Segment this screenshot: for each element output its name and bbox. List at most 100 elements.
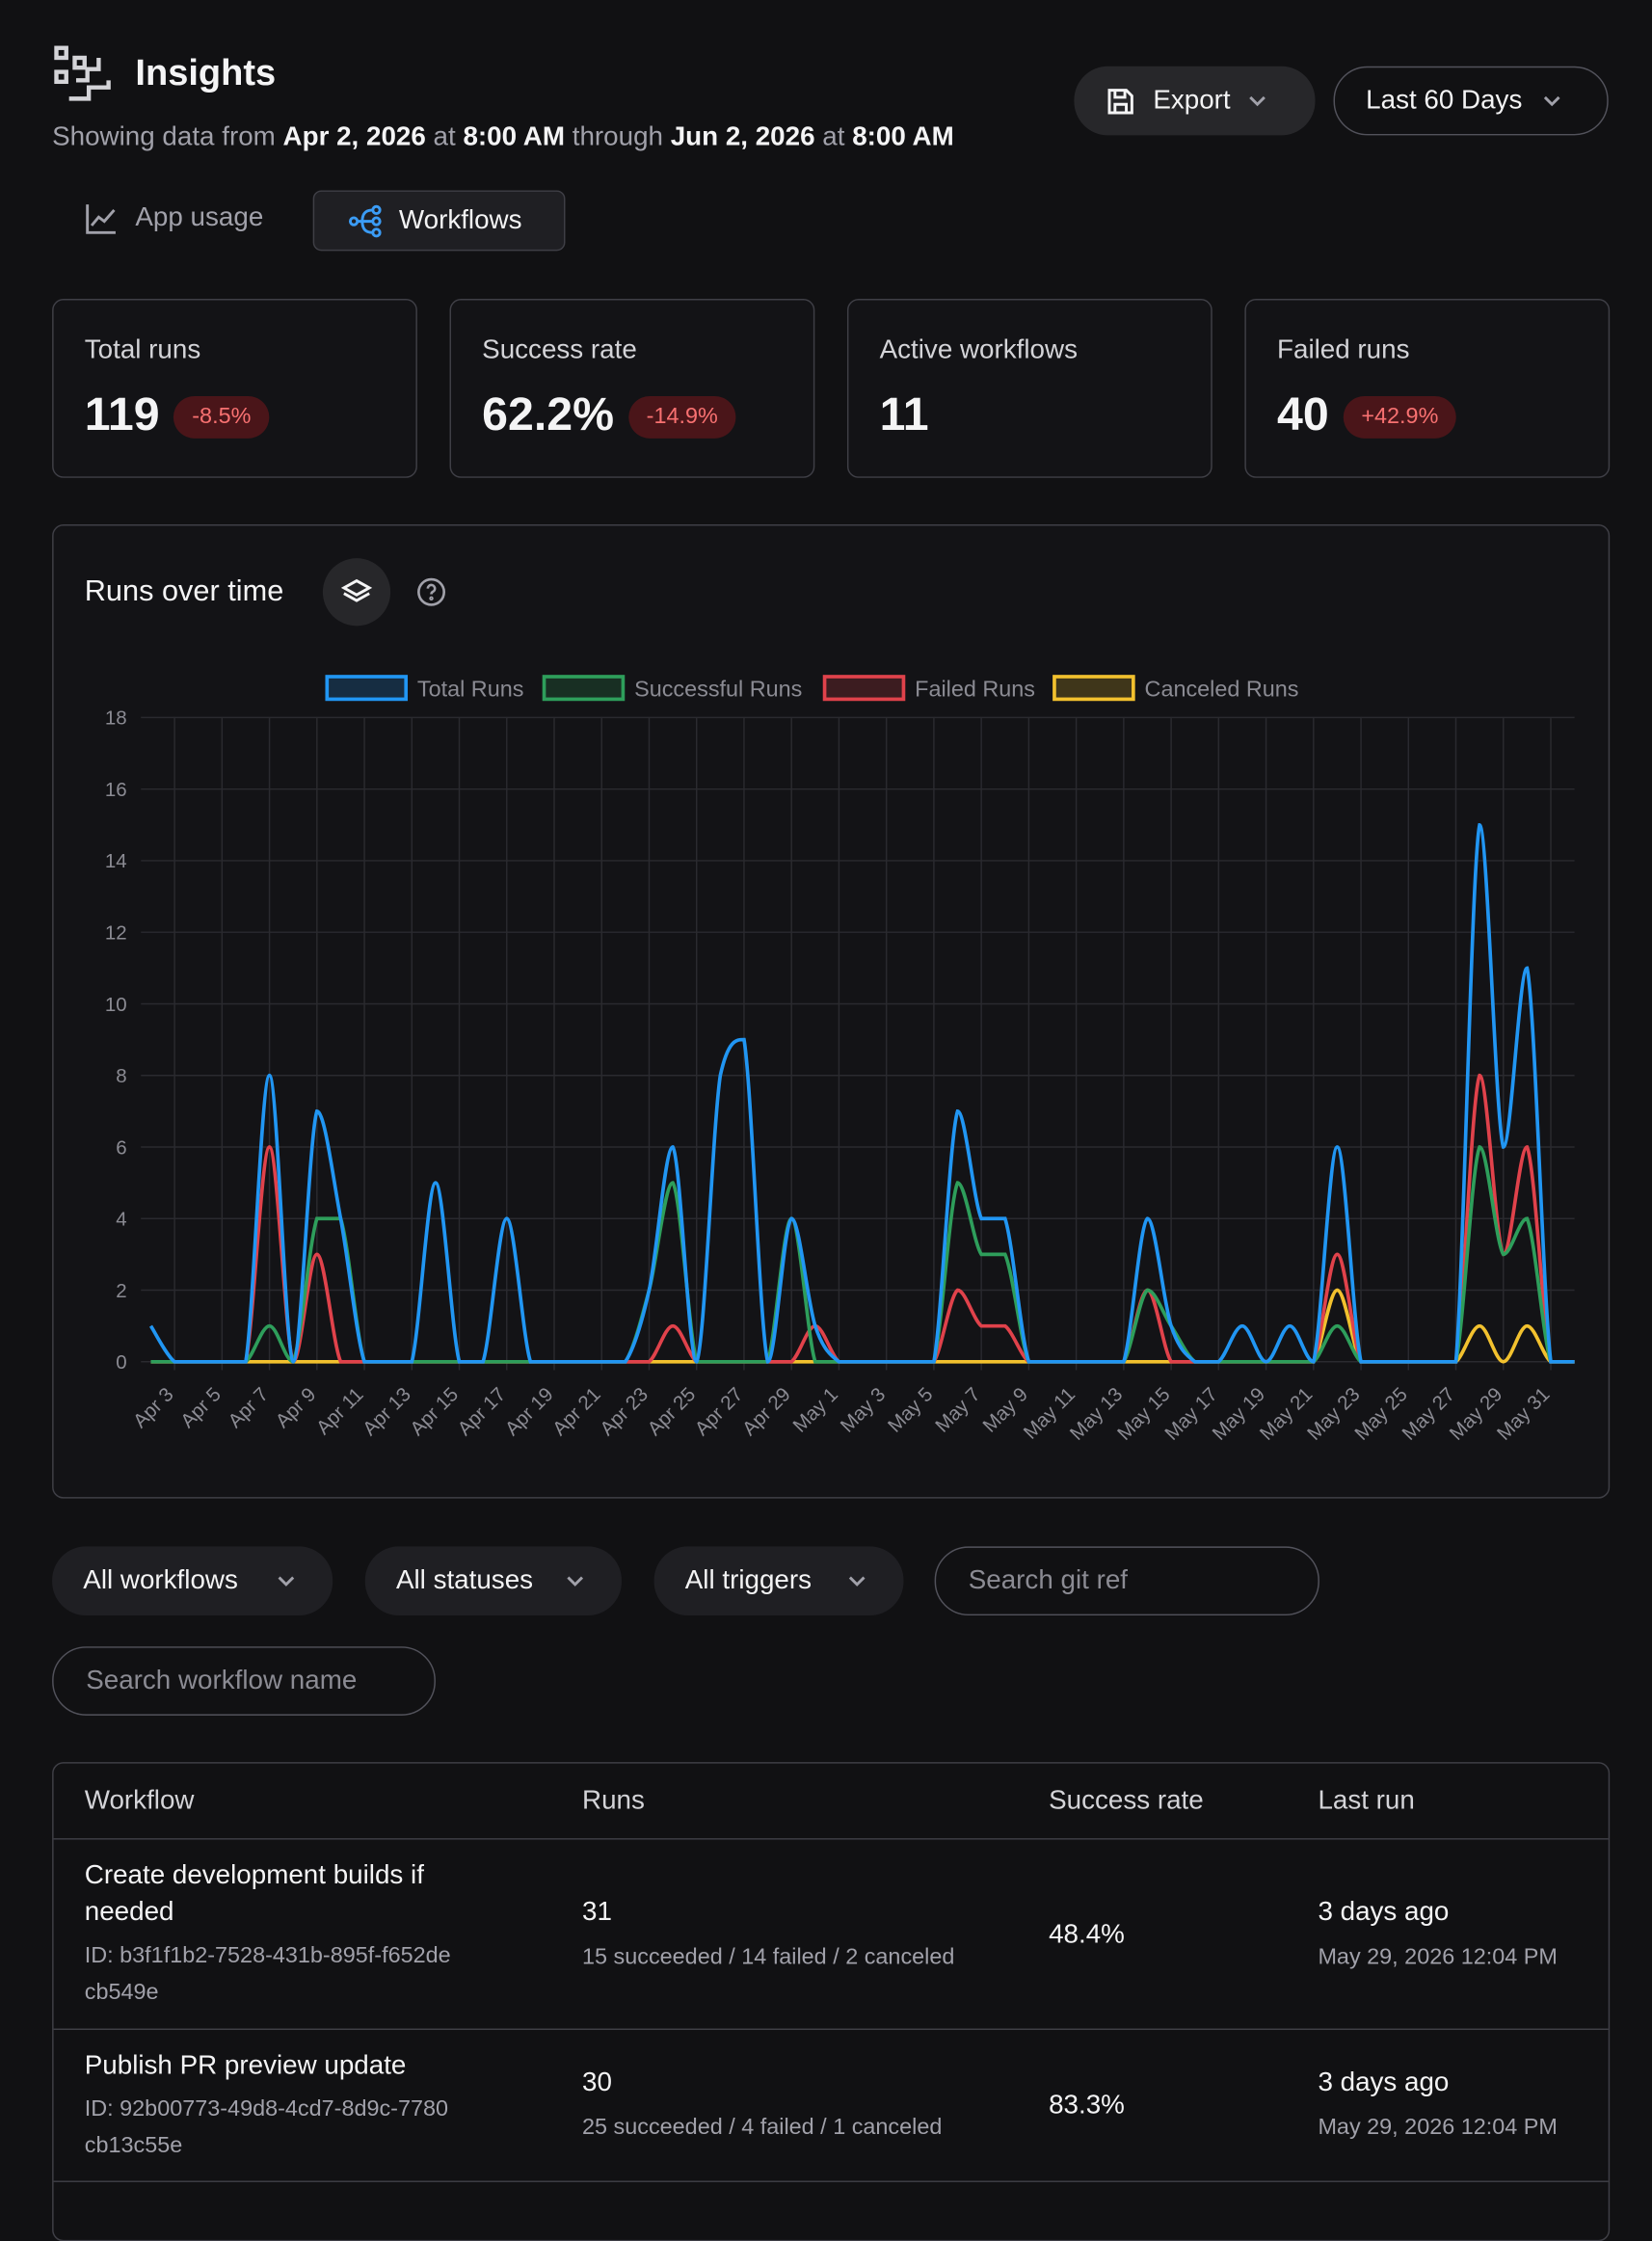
date: Apr 2, 2026: [282, 122, 426, 152]
filter-select[interactable]: All workflows: [52, 1546, 333, 1616]
legend-swatch: [542, 675, 626, 702]
time: 8:00 AM: [463, 122, 566, 152]
column-header: Runs: [582, 1785, 645, 1816]
text: through: [572, 122, 663, 152]
search-input[interactable]: Search workflow name: [52, 1646, 436, 1716]
x-tick-label: Apr 17: [453, 1383, 510, 1440]
filter-select[interactable]: All triggers: [653, 1546, 904, 1616]
tab-active[interactable]: Workflows: [312, 190, 566, 252]
workflow-icon: [348, 204, 382, 237]
delta-badge: -14.9%: [627, 396, 736, 440]
x-tick-label: Apr 25: [643, 1383, 700, 1440]
y-tick-label: 6: [116, 1136, 126, 1159]
stat-label: Total runs: [84, 335, 201, 365]
stat-value: 62.2% -14.9%: [482, 387, 736, 441]
value: 119: [84, 387, 160, 440]
x-tick-label: Apr 5: [176, 1383, 226, 1432]
x-tick-label: May 19: [1208, 1383, 1269, 1445]
x-tick-label: Apr 13: [359, 1383, 415, 1440]
tab[interactable]: App usage: [85, 201, 264, 235]
table-row: Create development builds if needed ID: b…: [53, 1838, 1609, 2030]
chevron: [567, 1575, 584, 1587]
x-tick-label: Apr 23: [596, 1383, 653, 1440]
chart-icon: [86, 204, 116, 234]
runs-breakdown: 15 succeeded / 14 failed / 2 canceled: [582, 1944, 955, 1969]
x-tick-label: May 21: [1256, 1383, 1318, 1445]
last-run-date: May 29, 2026 12:04 PM: [1318, 1944, 1558, 1969]
y-tick-label: 18: [105, 707, 127, 730]
page-title: Insights: [135, 50, 277, 93]
filter-select[interactable]: All statuses: [364, 1546, 622, 1616]
runs: 30: [582, 2068, 612, 2098]
last-run: 3 days ago: [1318, 2068, 1450, 2098]
column-header: Workflow: [84, 1785, 195, 1816]
x-tick-label: Apr 7: [224, 1383, 273, 1432]
stat-card: Total runs 119 -8.5%: [52, 299, 417, 478]
insights-icon: [54, 45, 111, 101]
subtitle: Showing data from Apr 2, 2026 at 8:00 AM…: [52, 122, 954, 153]
range-select[interactable]: Last 60 Days: [1333, 66, 1609, 136]
last-run-date: May 29, 2026 12:04 PM: [1318, 2116, 1558, 2141]
x-tick-label: Apr 21: [548, 1383, 605, 1440]
x-tick-label: May 23: [1303, 1383, 1365, 1445]
text: at: [433, 122, 456, 152]
workflow-cell: Publish PR preview update ID: 92b00773-49…: [85, 2048, 459, 2165]
workflow-cell: Create development builds if needed ID: b…: [85, 1858, 459, 2012]
y-tick-label: 2: [116, 1280, 126, 1302]
y-tick-label: 8: [116, 1065, 126, 1087]
series-line: [148, 822, 1575, 1364]
y-tick-label: 0: [116, 1351, 126, 1374]
chevron: [1543, 95, 1560, 106]
delta-badge: -8.5%: [173, 396, 270, 440]
save-icon: [1107, 88, 1133, 114]
y-tick-label: 14: [105, 850, 127, 872]
x-tick-label: Apr 27: [691, 1383, 748, 1440]
text: Showing data from: [52, 122, 276, 152]
value: 62.2%: [482, 387, 615, 440]
table-row: Publish PR preview update ID: 92b00773-49…: [53, 2028, 1609, 2182]
y-tick-label: 4: [116, 1209, 126, 1231]
workflow-id: ID: 92b00773-49d8-4cd7-8d9c-7780cb13c55e: [84, 2097, 449, 2159]
workflow-name: Create development builds if needed: [84, 1860, 424, 1928]
x-tick-label: May 25: [1350, 1383, 1412, 1445]
chevron: [1249, 95, 1266, 106]
stat-value: 11: [880, 387, 929, 441]
legend-label: Successful Runs: [634, 676, 802, 701]
stat-card: Active workflows 11: [846, 299, 1212, 478]
value: 40: [1277, 387, 1329, 440]
legend-swatch: [325, 675, 409, 702]
stat-card: Failed runs 40 +42.9%: [1244, 299, 1611, 478]
stat-card: Success rate 62.2% -14.9%: [449, 299, 815, 478]
x-tick-label: May 27: [1398, 1383, 1459, 1445]
layers-button[interactable]: [322, 558, 391, 627]
placeholder: Search git ref: [968, 1565, 1128, 1595]
runs-breakdown: 25 succeeded / 4 failed / 1 canceled: [582, 2116, 943, 2141]
legend-label: Canceled Runs: [1145, 676, 1299, 701]
legend-label: Total Runs: [417, 676, 524, 701]
y-tick-label: 10: [105, 994, 127, 1016]
column-header: Success rate: [1049, 1785, 1204, 1816]
x-tick-label: May 17: [1160, 1383, 1222, 1445]
search-input[interactable]: Search git ref: [934, 1546, 1319, 1616]
legend-swatch: [822, 675, 906, 702]
workflow-id: ID: b3f1f1b2-7528-431b-895f-f652decb549e: [84, 1943, 451, 2005]
help-icon[interactable]: [415, 576, 446, 607]
time: 8:00 AM: [852, 122, 954, 152]
label: All workflows: [83, 1565, 238, 1595]
delta-badge: +42.9%: [1343, 396, 1457, 440]
y-tick-label: 16: [105, 779, 127, 801]
tab-label: App usage: [135, 202, 264, 233]
export-button[interactable]: Export: [1074, 66, 1316, 136]
last-run: 3 days ago: [1318, 1896, 1450, 1927]
x-tick-label: Apr 19: [501, 1383, 558, 1440]
layers-icon: [340, 578, 373, 602]
x-tick-label: Apr 3: [129, 1383, 178, 1432]
column-header: Last run: [1318, 1785, 1415, 1816]
value: 11: [879, 387, 929, 440]
stat-label: Success rate: [482, 335, 637, 365]
chevron: [278, 1575, 295, 1587]
chart-card: Runs over time: [52, 524, 1611, 1499]
x-tick-label: May 13: [1066, 1383, 1128, 1445]
